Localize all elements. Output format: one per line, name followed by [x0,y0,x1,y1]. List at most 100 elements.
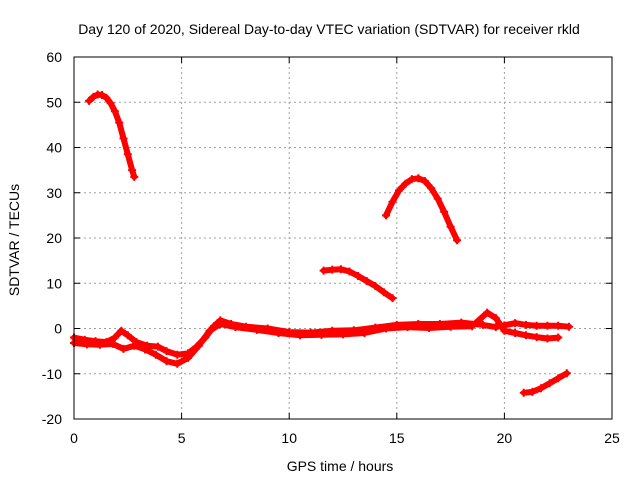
data-point-marker [274,329,283,338]
data-point-marker [252,325,261,334]
ticks [73,56,613,420]
data-point-marker [554,374,563,383]
data-point-marker [532,333,541,342]
data-point-marker [216,319,225,328]
data-point-marker [95,340,104,349]
x-tick-label: 10 [281,430,297,446]
data-point-marker [379,288,388,297]
data-point-marker [231,323,240,332]
data-point-marker [403,323,412,332]
data-point-marker [106,99,115,108]
data-point-marker [401,179,410,188]
data-point-marker [317,330,326,339]
x-tick-label: 5 [178,430,186,446]
data-point-marker [446,222,455,231]
y-tick-label: 0 [54,321,62,337]
data-point-marker [519,388,528,397]
y-axis-title: SDTVAR / TECUs [6,184,22,296]
data-point-marker [153,342,162,351]
data-point-marker [123,331,132,340]
data-point-marker [89,92,98,101]
data-point-marker [162,357,171,366]
data-point-marker [108,339,117,348]
series-trace-2 [71,309,562,367]
x-axis-title: GPS time / hours [287,458,394,474]
x-tick-label: 25 [604,430,620,446]
y-tick-label: 10 [46,275,62,291]
data-point-marker [184,353,193,362]
data-point-marker [425,324,434,333]
data-point-marker [85,96,94,105]
data-point-marker [491,314,500,323]
data-point-marker [427,184,436,193]
chart-title: Day 120 of 2020, Sidereal Day-to-day VTE… [78,21,580,37]
data-point-marker [554,321,563,330]
data-point-marker [345,267,354,276]
data-point-marker [336,265,345,274]
data-series [70,90,573,397]
x-tick-label: 0 [70,430,78,446]
data-point-marker [119,344,128,353]
data-point-marker [371,281,380,290]
data-point-marker [130,341,139,350]
data-point-marker [128,166,137,175]
data-point-marker [151,350,160,359]
y-tick-label: -10 [42,366,62,382]
data-point-marker [554,333,563,342]
data-point-marker [123,150,132,159]
data-point-marker [521,320,530,329]
y-tick-label: 40 [46,140,62,156]
data-point-marker [130,172,139,181]
data-point-marker [414,174,423,183]
data-point-marker [478,320,487,329]
data-point-marker [562,369,571,378]
data-point-marker [446,322,455,331]
data-point-marker [141,345,150,354]
x-tick-label: 15 [389,430,405,446]
data-point-marker [382,324,391,333]
data-point-marker [205,326,214,335]
data-point-marker [295,331,304,340]
data-point-marker [521,331,530,340]
y-tick-label: 50 [46,94,62,110]
data-point-marker [362,276,371,285]
data-point-marker [394,186,403,195]
data-point-marker [440,207,449,216]
y-tick-label: 60 [46,49,62,65]
x-tick-label: 20 [497,430,513,446]
data-point-marker [536,384,545,393]
data-point-marker [543,321,552,330]
data-point-marker [433,194,442,203]
y-tick-label: 30 [46,185,62,201]
data-point-marker [119,134,128,143]
data-point-marker [110,107,119,116]
data-point-marker [528,387,537,396]
data-point-marker [328,265,337,274]
data-point-marker [339,330,347,339]
tick-labels: 0 5 10 15 20 25 -20 -10 0 10 20 30 40 50 60 [42,49,620,446]
data-point-marker [102,93,111,102]
data-point-marker [82,340,91,349]
data-point-marker [511,319,520,328]
data-point-marker [173,359,182,368]
data-point-marker [543,334,552,343]
data-point-marker [388,197,397,206]
data-point-marker [319,266,328,275]
data-point-marker [420,176,429,185]
y-tick-label: -20 [42,411,62,427]
data-point-marker [564,322,573,331]
data-point-marker [500,326,509,335]
data-point-marker [354,272,363,281]
data-point-marker [532,321,541,330]
data-point-marker [483,308,492,317]
data-point-marker [110,333,119,342]
data-point-marker [545,379,554,388]
series-arc-2 [383,175,461,244]
data-point-marker [162,347,171,356]
data-point-marker [115,118,124,127]
data-point-marker [382,211,391,220]
data-point-marker [453,236,462,245]
data-point-marker [468,322,477,331]
